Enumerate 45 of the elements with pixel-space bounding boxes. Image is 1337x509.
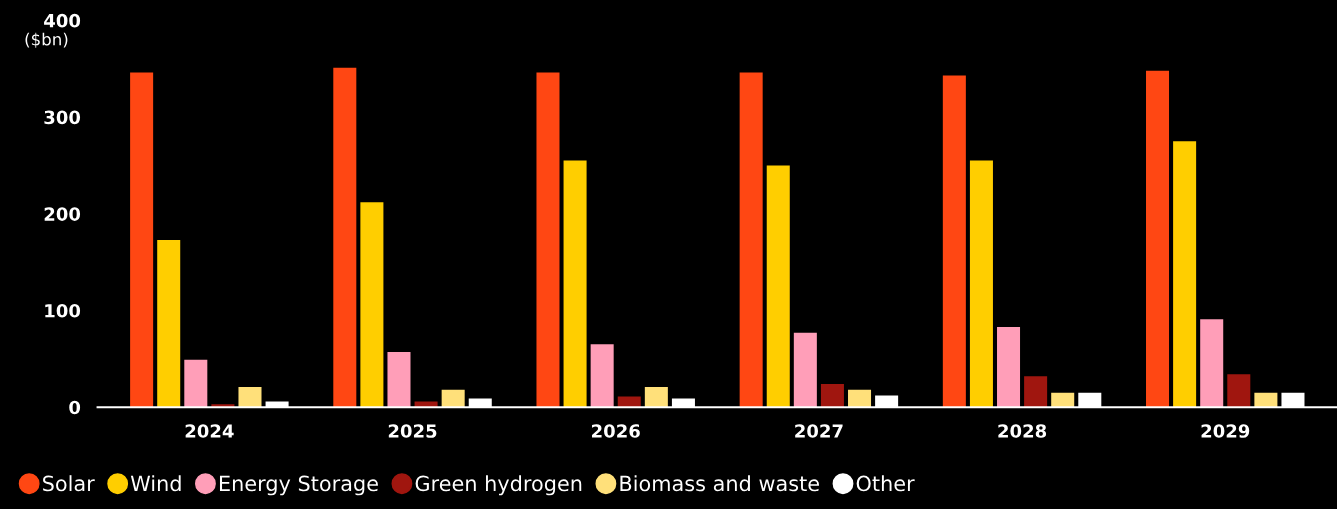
bar [1227, 374, 1251, 408]
x-tick-label: 2029 [1201, 424, 1250, 438]
bar [333, 67, 357, 408]
bar [563, 160, 587, 408]
bar [820, 383, 844, 408]
x-tick-label: 2024 [185, 424, 234, 438]
bar [441, 389, 465, 408]
bar [848, 389, 872, 408]
y-tick-label: 100 [45, 303, 81, 318]
legend-label: Energy Storage [219, 475, 378, 496]
bar [536, 72, 560, 408]
legend-label: Other [856, 475, 915, 492]
bar [793, 332, 817, 408]
legend-label: Wind [130, 475, 181, 492]
bar [238, 386, 262, 408]
y-axis-title: ($bn) [25, 32, 68, 48]
legend-label: Green hydrogen [415, 475, 582, 496]
y-tick-label: 200 [44, 207, 81, 221]
bar [184, 359, 208, 408]
bar [387, 352, 411, 408]
x-tick-label: 2027 [795, 424, 843, 438]
legend-label: Biomass and waste [620, 475, 819, 492]
bar [360, 202, 384, 408]
x-tick-label: 2028 [998, 424, 1047, 438]
bar [590, 344, 614, 408]
bar [766, 165, 790, 408]
bar [157, 239, 181, 408]
bar [969, 160, 993, 408]
bar [1200, 319, 1224, 408]
bar [130, 72, 154, 408]
bar [1024, 376, 1048, 408]
bar [739, 72, 763, 408]
bar [942, 75, 966, 408]
bar [1051, 392, 1075, 408]
bar [1173, 141, 1197, 408]
x-tick-label: 2025 [388, 424, 437, 438]
bar [997, 326, 1021, 408]
legend-label: Solar [43, 475, 95, 492]
y-tick-label: 0 [69, 400, 81, 415]
y-tick-label: 400 [44, 13, 81, 28]
bar [1254, 392, 1278, 408]
x-tick-label: 2026 [592, 424, 640, 438]
y-tick-label: 300 [44, 110, 81, 125]
bar [644, 386, 668, 408]
bar [1146, 70, 1170, 408]
